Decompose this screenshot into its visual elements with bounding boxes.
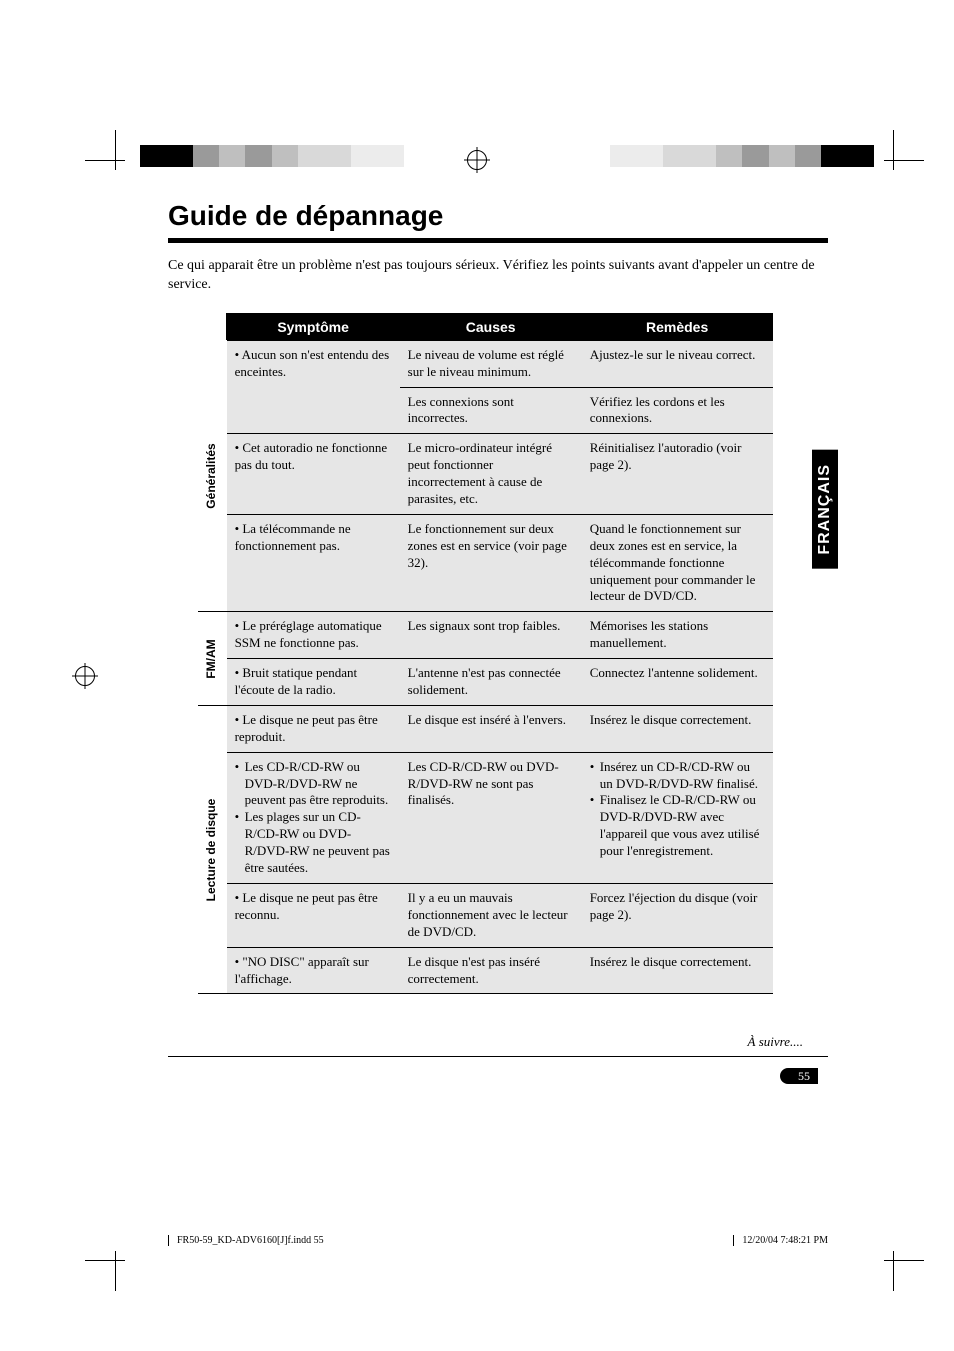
intro-text: Ce qui apparait être un problème n'est p… xyxy=(168,257,828,295)
list-item: Les CD-R/CD-RW ou DVD-R/DVD-RW ne peuven… xyxy=(235,759,392,810)
crop-mark xyxy=(893,130,894,170)
page-title: Guide de dépannage xyxy=(168,200,828,232)
section-label-text: Généralités xyxy=(204,443,220,508)
color-swatch xyxy=(140,145,166,167)
cell-symptom: • La télécommande ne fonctionnement pas. xyxy=(227,514,400,611)
footer-rule xyxy=(168,1056,828,1057)
color-swatch xyxy=(610,145,636,167)
cell-symptom: • Cet autoradio ne fonctionne pas du tou… xyxy=(227,434,400,515)
cell-cause: Le disque n'est pas inséré correctement. xyxy=(400,947,582,994)
header-spacer xyxy=(198,313,227,340)
table-row: • Le disque ne peut pas être reconnu.Il … xyxy=(198,883,773,947)
cell-cause: Il y a eu un mauvais fonctionnement avec… xyxy=(400,883,582,947)
cell-cause: Les CD-R/CD-RW ou DVD-R/DVD-RW ne sont p… xyxy=(400,752,582,883)
list-item: Finalisez le CD-R/CD-RW ou DVD-R/DVD-RW … xyxy=(590,792,765,860)
color-swatch xyxy=(742,145,768,167)
cell-remedy: Connectez l'antenne solidement. xyxy=(582,659,773,706)
registration-mark-icon xyxy=(75,666,95,686)
table-row: Les CD-R/CD-RW ou DVD-R/DVD-RW ne peuven… xyxy=(198,752,773,883)
color-swatch xyxy=(663,145,689,167)
color-swatch xyxy=(689,145,715,167)
color-swatch xyxy=(193,145,219,167)
section-label: Lecture de disque xyxy=(198,705,227,993)
section-label-text: FM/AM xyxy=(204,639,220,678)
title-rule xyxy=(168,238,828,243)
color-swatch xyxy=(404,145,430,167)
cell-cause: Le niveau de volume est réglé sur le niv… xyxy=(400,340,582,387)
troubleshooting-table: Symptôme Causes Remèdes Généralités• Auc… xyxy=(198,313,773,995)
table-row: • La télécommande ne fonctionnement pas.… xyxy=(198,514,773,611)
color-swatch xyxy=(219,145,245,167)
crop-mark xyxy=(85,160,125,161)
color-swatch xyxy=(245,145,271,167)
section-label: FM/AM xyxy=(198,612,227,706)
color-swatch xyxy=(351,145,377,167)
cell-cause: Le fonctionnement sur deux zones est en … xyxy=(400,514,582,611)
color-swatch xyxy=(377,145,403,167)
crop-mark xyxy=(884,160,924,161)
table-row: • Cet autoradio ne fonctionne pas du tou… xyxy=(198,434,773,515)
cell-cause: Les signaux sont trop faibles. xyxy=(400,612,582,659)
print-registration-top xyxy=(0,145,954,175)
list-item: Insérez un CD-R/CD-RW ou un DVD-R/DVD-RW… xyxy=(590,759,765,793)
cell-cause: Le disque est inséré à l'envers. xyxy=(400,705,582,752)
color-swatch xyxy=(325,145,351,167)
table-row: Généralités• Aucun son n'est entendu des… xyxy=(198,340,773,387)
color-swatch xyxy=(795,145,821,167)
cell-cause: Les connexions sont incorrectes. xyxy=(400,387,582,434)
color-swatch xyxy=(166,145,192,167)
cell-symptom: • Le disque ne peut pas être reproduit. xyxy=(227,705,400,752)
crop-mark xyxy=(893,1251,894,1291)
cell-symptom: • Bruit statique pendant l'écoute de la … xyxy=(227,659,400,706)
page-number-value: 55 xyxy=(780,1068,818,1084)
cell-cause: L'antenne n'est pas connectée solidement… xyxy=(400,659,582,706)
language-tab: FRANÇAIS xyxy=(812,450,838,569)
table-row: • Bruit statique pendant l'écoute de la … xyxy=(198,659,773,706)
cell-remedy: Ajustez-le sur le niveau correct. xyxy=(582,340,773,387)
cell-remedy: Forcez l'éjection du disque (voir page 2… xyxy=(582,883,773,947)
crop-mark xyxy=(85,1260,125,1261)
color-swatch xyxy=(821,145,847,167)
list-item: Les plages sur un CD-R/CD-RW ou DVD-R/DV… xyxy=(235,809,392,877)
header-symptom: Symptôme xyxy=(227,313,400,340)
footer-file: FR50-59_KD-ADV6160[J]f.indd 55 xyxy=(168,1235,324,1246)
print-footer: FR50-59_KD-ADV6160[J]f.indd 55 12/20/04 … xyxy=(168,1235,828,1246)
cell-symptom: • "NO DISC" apparaît sur l'affichage. xyxy=(227,947,400,994)
registration-mark-icon xyxy=(467,150,487,170)
cell-symptom: Les CD-R/CD-RW ou DVD-R/DVD-RW ne peuven… xyxy=(227,752,400,883)
table-row: FM/AM• Le préréglage automatique SSM ne … xyxy=(198,612,773,659)
crop-mark xyxy=(884,1260,924,1261)
cell-remedy: Vérifiez les cordons et les connexions. xyxy=(582,387,773,434)
header-remedy: Remèdes xyxy=(582,313,773,340)
cell-remedy: Insérez un CD-R/CD-RW ou un DVD-R/DVD-RW… xyxy=(582,752,773,883)
color-swatch xyxy=(637,145,663,167)
color-swatch xyxy=(716,145,742,167)
cell-remedy: Mémorises les stations manuellement. xyxy=(582,612,773,659)
crop-mark xyxy=(115,1251,116,1291)
cell-remedy: Insérez le disque correctement. xyxy=(582,705,773,752)
cell-cause: Le micro-ordinateur intégré peut fonctio… xyxy=(400,434,582,515)
cell-remedy: Réinitialisez l'autoradio (voir page 2). xyxy=(582,434,773,515)
page-number: 55 xyxy=(780,1067,818,1085)
cell-remedy: Quand le fonctionnement sur deux zones e… xyxy=(582,514,773,611)
cell-symptom: • Aucun son n'est entendu des enceintes. xyxy=(227,340,400,434)
footer-timestamp: 12/20/04 7:48:21 PM xyxy=(733,1235,828,1246)
table-row: Lecture de disque• Le disque ne peut pas… xyxy=(198,705,773,752)
header-cause: Causes xyxy=(400,313,582,340)
cell-symptom: • Le préréglage automatique SSM ne fonct… xyxy=(227,612,400,659)
cell-remedy: Insérez le disque correctement. xyxy=(582,947,773,994)
continue-text: À suivre.... xyxy=(168,1034,828,1050)
page-content: Guide de dépannage Ce qui apparait être … xyxy=(168,200,828,1057)
table-row: • "NO DISC" apparaît sur l'affichage.Le … xyxy=(198,947,773,994)
section-label: Généralités xyxy=(198,340,227,612)
section-label-text: Lecture de disque xyxy=(204,798,220,901)
color-swatch xyxy=(769,145,795,167)
color-swatch xyxy=(272,145,298,167)
cell-symptom: • Le disque ne peut pas être reconnu. xyxy=(227,883,400,947)
crop-mark xyxy=(115,130,116,170)
color-swatch xyxy=(584,145,610,167)
color-swatch xyxy=(848,145,874,167)
color-swatch xyxy=(298,145,324,167)
